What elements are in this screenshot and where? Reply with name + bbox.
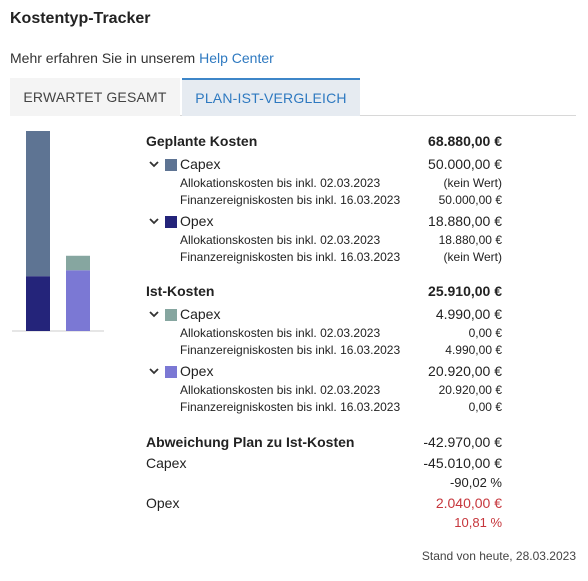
- actual-capex-label: Capex: [180, 306, 221, 322]
- deviation-total: -42.970,00 €: [423, 434, 502, 450]
- planned-capex-fin-row: Finanzereigniskosten bis inkl. 16.03.202…: [146, 193, 502, 209]
- actual-capex-row: Capex 4.990,00 €: [146, 306, 502, 324]
- planned-capex-alloc-label: Allokationskosten bis inkl. 02.03.2023: [180, 176, 381, 190]
- actual-opex-alloc-row: Allokationskosten bis inkl. 02.03.2023 2…: [146, 383, 502, 399]
- actual-capex-fin-row: Finanzereigniskosten bis inkl. 16.03.202…: [146, 343, 502, 359]
- deviation-opex-label: Opex: [146, 495, 180, 511]
- actual-opex-alloc-label: Allokationskosten bis inkl. 02.03.2023: [180, 383, 381, 397]
- actual-opex-value: 20.920,00 €: [428, 363, 502, 379]
- chevron-down-icon[interactable]: [148, 215, 160, 227]
- planned-opex-swatch: [165, 216, 177, 228]
- actual-capex-alloc-row: Allokationskosten bis inkl. 02.03.2023 0…: [146, 326, 502, 342]
- planned-opex-fin-label: Finanzereigniskosten bis inkl. 16.03.202…: [180, 250, 401, 264]
- actual-capex-alloc-value: 0,00 €: [468, 326, 502, 340]
- planned-capex-label: Capex: [180, 156, 221, 172]
- planned-opex-bar: [26, 276, 50, 331]
- deviation-opex-row: Opex 2.040,00 €: [146, 495, 502, 513]
- planned-capex-row: Capex 50.000,00 €: [146, 156, 502, 174]
- planned-header: Geplante Kosten 68.880,00 €: [146, 133, 502, 151]
- actual-capex-alloc-label: Allokationskosten bis inkl. 02.03.2023: [180, 326, 381, 340]
- status-footer: Stand von heute, 28.03.2023: [421, 549, 576, 563]
- planned-capex-fin-label: Finanzereigniskosten bis inkl. 16.03.202…: [180, 193, 401, 207]
- actual-opex-alloc-value: 20.920,00 €: [438, 383, 502, 397]
- planned-capex-swatch: [165, 159, 177, 171]
- actual-capex-swatch: [165, 309, 177, 321]
- chevron-down-icon[interactable]: [148, 308, 160, 320]
- planned-opex-fin-row: Finanzereigniskosten bis inkl. 16.03.202…: [146, 250, 502, 266]
- planned-title: Geplante Kosten: [146, 133, 258, 149]
- stacked-bar-chart: [12, 131, 104, 332]
- planned-capex-alloc-value: (kein Wert): [443, 176, 502, 190]
- planned-opex-alloc-value: 18.880,00 €: [438, 233, 502, 247]
- actual-capex-fin-value: 4.990,00 €: [445, 343, 502, 357]
- planned-capex-fin-value: 50.000,00 €: [438, 193, 502, 207]
- planned-capex-alloc-row: Allokationskosten bis inkl. 02.03.2023 (…: [146, 176, 502, 192]
- chevron-down-icon[interactable]: [148, 158, 160, 170]
- deviation-opex-pct-row: 10,81 %: [146, 515, 502, 533]
- planned-opex-alloc-row: Allokationskosten bis inkl. 02.03.2023 1…: [146, 233, 502, 249]
- planned-opex-value: 18.880,00 €: [428, 213, 502, 229]
- actual-total: 25.910,00 €: [428, 283, 502, 299]
- page-title: Kostentyp-Tracker: [10, 10, 151, 27]
- actual-opex-bar: [66, 270, 90, 331]
- tab-erwartet-gesamt[interactable]: ERWARTET GESAMT: [10, 78, 180, 116]
- tab-bar: ERWARTET GESAMT PLAN-IST-VERGLEICH: [10, 78, 576, 116]
- planned-opex-alloc-label: Allokationskosten bis inkl. 02.03.2023: [180, 233, 381, 247]
- actual-opex-fin-row: Finanzereigniskosten bis inkl. 16.03.202…: [146, 400, 502, 416]
- deviation-capex-label: Capex: [146, 455, 187, 471]
- actual-opex-swatch: [165, 366, 177, 378]
- planned-opex-fin-value: (kein Wert): [443, 250, 502, 264]
- planned-total: 68.880,00 €: [428, 133, 502, 149]
- tab-plan-ist-vergleich[interactable]: PLAN-IST-VERGLEICH: [182, 78, 360, 116]
- planned-opex-row: Opex 18.880,00 €: [146, 213, 502, 231]
- planned-opex-label: Opex: [180, 213, 214, 229]
- help-text: Mehr erfahren Sie in unserem Help Center: [10, 50, 274, 66]
- deviation-capex-row: Capex -45.010,00 €: [146, 455, 502, 473]
- deviation-capex-pct: -90,02 %: [449, 475, 502, 490]
- planned-capex-bar: [26, 131, 50, 277]
- deviation-opex-pct: 10,81 %: [454, 515, 502, 530]
- actual-capex-fin-label: Finanzereigniskosten bis inkl. 16.03.202…: [180, 343, 401, 357]
- deviation-capex-pct-row: -90,02 %: [146, 475, 502, 493]
- actual-opex-row: Opex 20.920,00 €: [146, 363, 502, 381]
- deviation-title: Abweichung Plan zu Ist-Kosten: [146, 434, 355, 450]
- actual-capex-value: 4.990,00 €: [435, 306, 502, 322]
- deviation-header: Abweichung Plan zu Ist-Kosten -42.970,00…: [146, 434, 502, 452]
- help-prefix: Mehr erfahren Sie in unserem: [10, 50, 196, 66]
- chevron-down-icon[interactable]: [148, 365, 160, 377]
- actual-opex-label: Opex: [180, 363, 214, 379]
- deviation-capex-value: -45.010,00 €: [423, 455, 502, 471]
- actual-title: Ist-Kosten: [146, 283, 215, 299]
- planned-capex-value: 50.000,00 €: [428, 156, 502, 172]
- help-center-link[interactable]: Help Center: [199, 50, 274, 66]
- actual-opex-fin-value: 0,00 €: [468, 400, 502, 414]
- actual-header: Ist-Kosten 25.910,00 €: [146, 283, 502, 301]
- deviation-opex-value: 2.040,00 €: [435, 495, 502, 511]
- actual-capex-bar: [66, 255, 90, 271]
- actual-opex-fin-label: Finanzereigniskosten bis inkl. 16.03.202…: [180, 400, 401, 414]
